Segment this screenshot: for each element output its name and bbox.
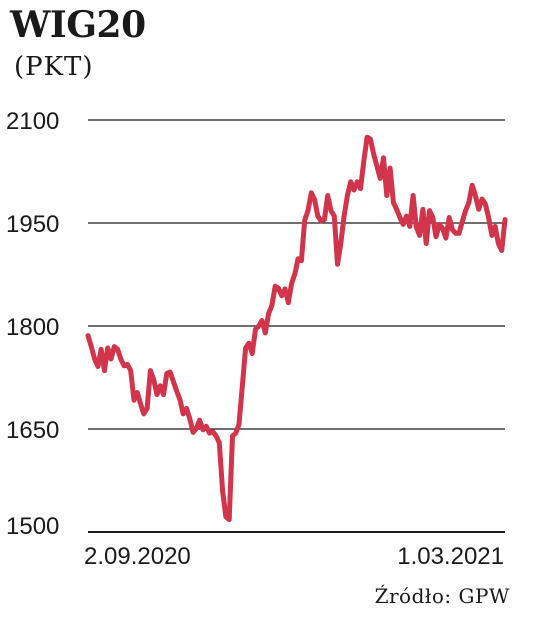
x-tick-start: 2.09.2020 xyxy=(84,543,191,570)
y-axis-ticks: 1500 1650 1800 1950 2100 xyxy=(6,108,59,540)
y-tick-label: 1650 xyxy=(6,417,59,444)
source-note: Źródło: GPW xyxy=(374,584,510,608)
y-tick-label: 1950 xyxy=(6,211,59,238)
x-tick-end: 1.03.2021 xyxy=(397,543,504,570)
series-line-wig20 xyxy=(85,134,508,523)
y-tick-label: 1500 xyxy=(6,513,59,540)
chart-unit: (PKT) xyxy=(14,52,94,82)
y-tick-label: 2100 xyxy=(6,108,59,135)
y-tick-label: 1800 xyxy=(6,314,59,341)
chart-title: WIG20 xyxy=(10,4,146,46)
